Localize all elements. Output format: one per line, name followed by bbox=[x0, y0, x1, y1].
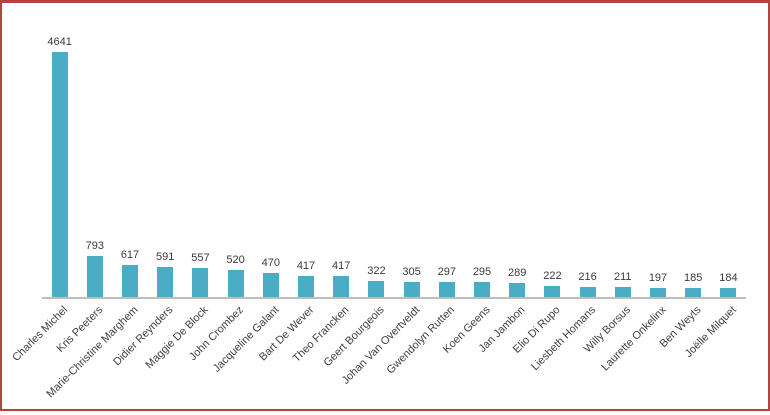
bar bbox=[614, 287, 631, 298]
bar bbox=[579, 287, 596, 298]
bar-value-label: 216 bbox=[578, 271, 597, 283]
bar-value-label: 617 bbox=[120, 249, 140, 261]
bar-value-label: 305 bbox=[402, 266, 421, 278]
bar-value-label: 211 bbox=[614, 271, 632, 283]
bar bbox=[720, 288, 737, 298]
bar-value-label: 557 bbox=[191, 252, 210, 264]
bar-value-label: 793 bbox=[85, 240, 104, 252]
bar bbox=[298, 276, 314, 298]
bar-value-label: 197 bbox=[648, 272, 668, 284]
bar bbox=[544, 286, 561, 298]
bar bbox=[368, 281, 385, 298]
bar bbox=[333, 276, 350, 298]
bar-value-label: 222 bbox=[543, 270, 562, 282]
bar-value-label: 520 bbox=[226, 254, 245, 266]
bar-value-label: 4641 bbox=[47, 36, 72, 48]
bar bbox=[86, 256, 103, 298]
bar bbox=[650, 288, 666, 298]
bar-value-label: 297 bbox=[437, 266, 456, 278]
bar-value-label: 295 bbox=[472, 266, 492, 278]
bar-value-label: 591 bbox=[156, 251, 175, 263]
bar bbox=[157, 267, 174, 298]
bar bbox=[51, 52, 68, 298]
bar-value-label: 185 bbox=[684, 272, 703, 284]
bar-value-label: 289 bbox=[508, 267, 527, 279]
bar bbox=[509, 283, 526, 298]
bar bbox=[192, 268, 209, 298]
bar-value-label: 417 bbox=[332, 260, 351, 272]
bar bbox=[685, 288, 702, 298]
bar bbox=[227, 270, 244, 298]
bar bbox=[474, 282, 490, 298]
bar bbox=[438, 282, 455, 298]
bar bbox=[403, 282, 420, 298]
x-axis-line bbox=[42, 297, 746, 299]
bar-value-label: 184 bbox=[719, 272, 738, 284]
bar bbox=[122, 265, 138, 298]
bar-value-label: 322 bbox=[367, 265, 386, 277]
bar-value-label: 417 bbox=[296, 260, 316, 272]
bar bbox=[262, 273, 279, 298]
bar-value-label: 470 bbox=[261, 257, 280, 269]
